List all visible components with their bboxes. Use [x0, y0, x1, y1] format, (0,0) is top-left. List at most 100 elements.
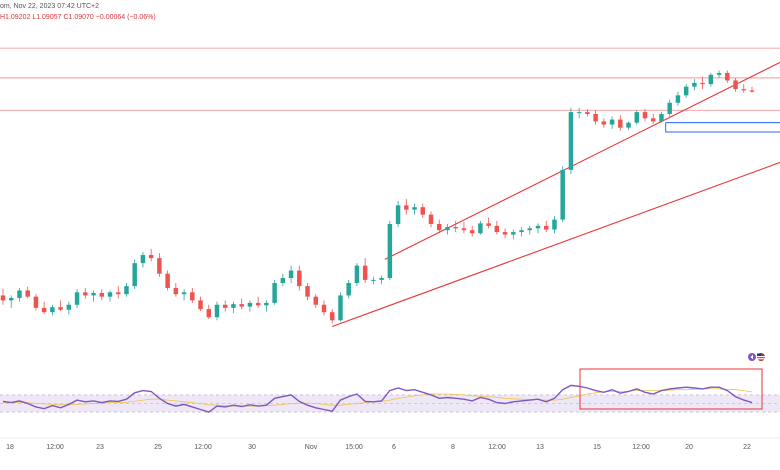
candle — [338, 292, 343, 322]
x-tick-label: 15:00 — [345, 444, 363, 451]
candle-body — [634, 112, 640, 123]
candle — [560, 166, 565, 223]
candle — [222, 300, 228, 312]
candle-body — [280, 278, 286, 283]
candle — [280, 273, 286, 287]
candle-body — [420, 207, 426, 215]
candle — [552, 215, 557, 234]
rsi-line — [2, 384, 753, 413]
candle-body — [58, 307, 63, 310]
candle-body — [329, 312, 335, 321]
candle-body — [157, 258, 162, 274]
candle-body — [288, 270, 294, 279]
candle-body — [675, 95, 681, 103]
candle-body — [478, 223, 483, 234]
candle — [8, 295, 14, 308]
x-tick-label: 18 — [6, 444, 14, 451]
candle-body — [25, 290, 30, 297]
candle-body — [371, 279, 376, 281]
candle-body — [41, 307, 47, 313]
candle — [634, 110, 640, 125]
candle — [74, 289, 80, 308]
header-datetime: om, Nov 22, 2023 07:42 UTC+2 — [0, 3, 100, 10]
candle — [428, 211, 434, 228]
candle — [535, 223, 541, 234]
candle — [667, 99, 672, 117]
candle-body — [552, 219, 557, 230]
candle — [741, 84, 747, 93]
channel-upper-line — [384, 61, 780, 260]
candle — [412, 203, 417, 215]
candle — [593, 110, 598, 125]
candle-body — [519, 230, 524, 233]
candle-body — [0, 295, 6, 301]
candle — [436, 219, 442, 234]
candle-body — [206, 309, 212, 318]
candle-body — [486, 223, 491, 226]
candle — [346, 279, 351, 299]
candle — [675, 91, 681, 106]
candle-body — [321, 304, 327, 313]
channel-lower-line — [332, 161, 780, 328]
candle — [264, 300, 269, 312]
candle — [486, 217, 491, 229]
candle-body — [8, 297, 14, 301]
candle-body — [749, 90, 755, 92]
candle-body — [469, 230, 475, 234]
candle-body — [428, 214, 434, 224]
candle-body — [91, 292, 96, 296]
candle-body — [593, 113, 598, 122]
candle — [0, 288, 6, 305]
candle — [609, 116, 615, 129]
candle — [626, 121, 631, 131]
candle — [214, 301, 220, 321]
x-tick-label: 13 — [536, 444, 544, 451]
candle — [601, 118, 607, 128]
candle-body — [700, 82, 705, 85]
us-flag-icon — [748, 353, 765, 361]
candle-body — [667, 102, 672, 114]
candle — [239, 298, 244, 310]
candle-body — [609, 119, 615, 125]
candle — [749, 86, 755, 93]
candle — [700, 76, 705, 90]
x-tick-label: 25 — [154, 444, 162, 451]
candle-body — [650, 118, 656, 122]
candle — [519, 227, 524, 237]
candle — [157, 253, 162, 277]
candle-body — [99, 292, 105, 297]
candle — [288, 265, 294, 283]
candle — [404, 199, 409, 215]
x-tick-label: 12:00 — [194, 444, 212, 451]
x-tick-label: 8 — [451, 444, 455, 451]
candle — [379, 275, 384, 285]
candle — [683, 84, 689, 98]
candle — [124, 283, 129, 297]
candle-body — [725, 72, 730, 81]
candle-body — [107, 292, 113, 297]
candle — [58, 300, 63, 311]
candle-body — [66, 304, 72, 310]
candle — [453, 220, 458, 233]
candle-body — [585, 112, 590, 114]
ohlc-close: C1.09070 — [63, 14, 94, 21]
candle-body — [305, 286, 310, 297]
candle — [25, 286, 30, 299]
candle — [206, 304, 212, 320]
candle-body — [626, 122, 631, 128]
candle-body — [338, 295, 343, 321]
candle — [173, 283, 179, 297]
candle-body — [247, 302, 253, 307]
candle — [132, 259, 137, 290]
candle — [115, 286, 121, 299]
candle — [659, 112, 664, 123]
candle-body — [272, 283, 277, 303]
candle — [371, 276, 376, 285]
candle — [272, 279, 277, 305]
candle — [725, 70, 730, 83]
candle-body — [74, 292, 80, 305]
candle-body — [190, 292, 195, 301]
candle-body — [198, 300, 203, 310]
